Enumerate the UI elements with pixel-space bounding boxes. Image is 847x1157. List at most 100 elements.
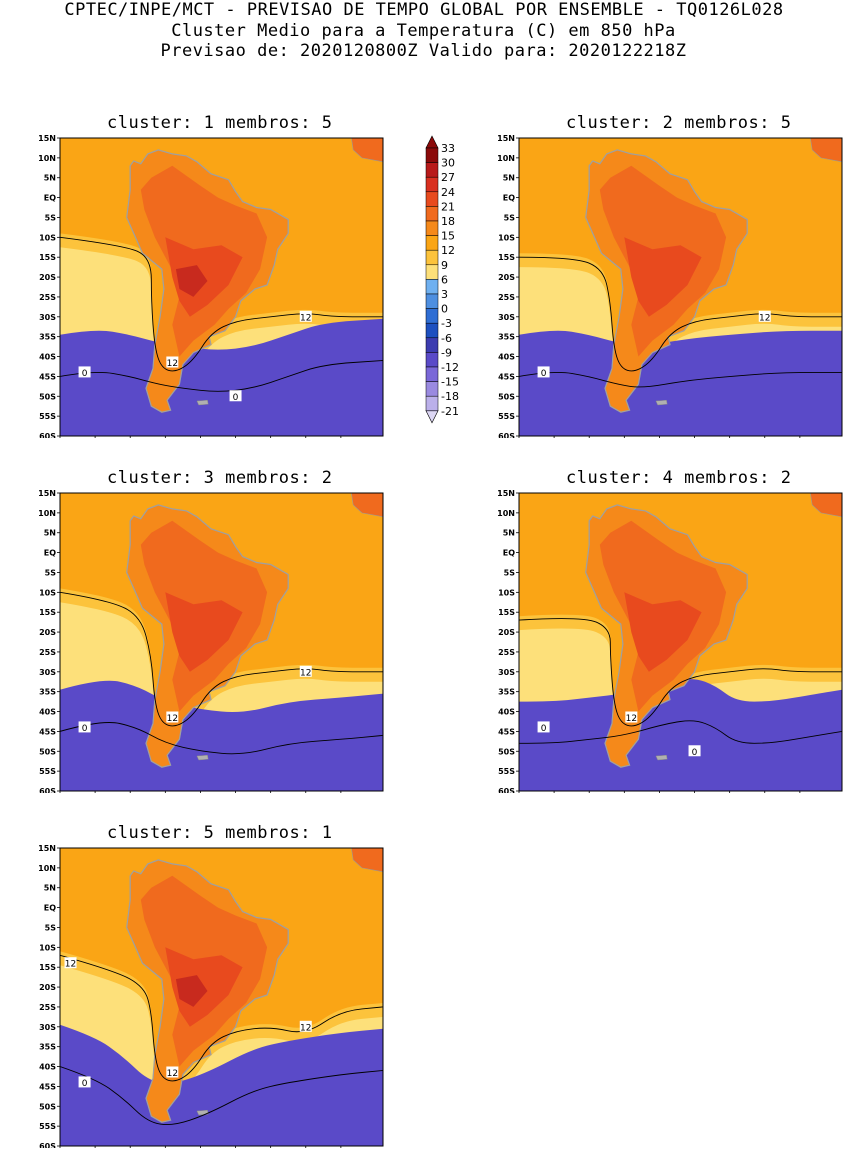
- colorbar-label: -3: [441, 317, 452, 330]
- contour-label-12-bg: [166, 711, 179, 723]
- colorbar-swatch: [425, 366, 439, 382]
- contour-12: [60, 954, 383, 1082]
- contour-label-12-bg: [166, 1066, 179, 1078]
- coastline: [126, 859, 289, 1123]
- colorbar-swatch: [425, 220, 439, 236]
- colorbar-label: 12: [441, 244, 455, 257]
- colorbar-label: 30: [441, 157, 455, 170]
- lat-tick-label: 20S: [39, 273, 56, 282]
- lat-tick-label: 20S: [39, 628, 56, 637]
- map-panel-cluster-2: 12 0 15N 10N 5N EQ 5S 10S 15S 20S 25S 30S 35S 40S 45S 5…: [489, 134, 843, 448]
- lat-tick-label: 25S: [39, 648, 56, 657]
- colorbar-swatch: [425, 162, 439, 178]
- lat-tick-label: EQ: [44, 904, 56, 913]
- contour-label-12-bg: [299, 310, 312, 322]
- colorbar-swatch: [425, 264, 439, 280]
- colorbar-label: 3: [441, 288, 448, 301]
- falkland-islands: [196, 399, 209, 406]
- lat-tick-label: 55S: [498, 412, 515, 421]
- contour-label-12: 12: [167, 1069, 178, 1079]
- lat-tick-label: 25S: [39, 293, 56, 302]
- lat-tick-label: 40S: [39, 1063, 56, 1072]
- lat-tick-label: 5S: [504, 568, 516, 577]
- falkland-islands: [196, 1109, 209, 1116]
- contour-0: [60, 1066, 383, 1126]
- colorbar-bottom-arrow: [425, 410, 439, 424]
- colorbar-label: 24: [441, 186, 455, 199]
- contour-label-0-bg: [688, 745, 701, 757]
- colorbar-swatch: [425, 352, 439, 368]
- lat-tick-label: 60S: [498, 787, 515, 793]
- map-frame: [518, 492, 843, 792]
- africa-coast: [351, 493, 383, 518]
- colorbar-top-arrow: [425, 135, 439, 149]
- lat-tick-label: 15N: [38, 489, 56, 498]
- lat-tick-label: 5S: [45, 923, 57, 932]
- lat-tick-label: 30S: [39, 668, 56, 677]
- header-line-2: Cluster Medio para a Temperatura (C) em …: [171, 21, 676, 41]
- lat-tick-label: 15S: [498, 608, 515, 617]
- contour-label-0: 0: [541, 369, 547, 379]
- lat-tick-label: 5S: [45, 213, 57, 222]
- lat-tick-label: 15N: [497, 134, 515, 143]
- colorbar-label: -9: [441, 346, 452, 359]
- colorbar-label: -21: [441, 405, 459, 418]
- lat-tick-label: 35S: [39, 688, 56, 697]
- contour-label-12-bg: [166, 356, 179, 368]
- lat-tick-label: EQ: [44, 549, 56, 558]
- panel-3-title: cluster: 3 membros: 2: [107, 468, 333, 488]
- lat-tick-label: 20S: [498, 628, 515, 637]
- lat-tick-label: 10N: [497, 154, 515, 163]
- lat-tick-label: 10S: [39, 233, 56, 242]
- contour-0: [519, 371, 842, 388]
- hot-land-region: [624, 237, 702, 317]
- lat-tick-label: 10N: [38, 864, 56, 873]
- map-panel-cluster-3: 12 12 0 15N 10N 5N EQ 5S 10S 15S 20S 25S 30S 35S 40S 45…: [30, 489, 384, 803]
- map-panel-cluster-1: 12 12 0 0 15N 10N 5N EQ 5S 10S 15S 20S 25S 30S 35S 40S 4…: [30, 134, 384, 448]
- colorbar-swatch: [425, 249, 439, 266]
- lat-tick-label: 15N: [38, 844, 56, 853]
- hottest-land-region: [175, 265, 208, 297]
- contour-label-12-bg: [299, 665, 312, 677]
- contour-label-12: 12: [300, 1023, 311, 1033]
- temperature-band: [519, 330, 842, 436]
- hot-land-region: [165, 592, 243, 672]
- colorbar-label: 9: [441, 259, 448, 272]
- lat-tick-label: 45S: [39, 727, 56, 736]
- lat-tick-label: 60S: [39, 787, 56, 793]
- contour-label-12: 12: [167, 359, 178, 369]
- contour-label-12-bg: [625, 711, 638, 723]
- lat-tick-label: 20S: [39, 983, 56, 992]
- colorbar-label: -12: [441, 361, 459, 374]
- lat-tick-label: 15S: [39, 963, 56, 972]
- lat-tick-label: 15S: [39, 608, 56, 617]
- lat-tick-label: 40S: [498, 353, 515, 362]
- africa-coast: [810, 138, 842, 163]
- lat-tick-label: 30S: [39, 1023, 56, 1032]
- lat-tick-label: 55S: [39, 1122, 56, 1131]
- colorbar-label: 0: [441, 303, 448, 316]
- lat-tick-label: 40S: [39, 353, 56, 362]
- lat-tick-label: 60S: [498, 432, 515, 438]
- lat-tick-label: 5N: [503, 529, 515, 538]
- contour-0: [60, 360, 383, 392]
- falkland-islands: [196, 754, 209, 761]
- contour-label-12: 12: [65, 960, 76, 970]
- panel-5-title: cluster: 5 membros: 1: [107, 823, 333, 843]
- contour-0: [60, 722, 383, 755]
- coastline: [126, 504, 289, 768]
- lat-tick-label: 20S: [498, 273, 515, 282]
- lat-tick-label: EQ: [503, 549, 515, 558]
- contour-label-0: 0: [692, 748, 698, 758]
- temperature-band: [60, 680, 383, 791]
- lat-tick-label: 5S: [504, 213, 516, 222]
- contour-12: [519, 618, 842, 727]
- lat-tick-label: 30S: [39, 313, 56, 322]
- contour-label-12: 12: [300, 668, 311, 678]
- lat-tick-label: 5N: [44, 529, 56, 538]
- lat-tick-label: 15S: [39, 253, 56, 262]
- contour-label-0: 0: [541, 724, 547, 734]
- map-panel-cluster-5: 12 12 12 0 15N 10N 5N EQ 5S 10S 15S 20S 25S 30S 35S 40S…: [30, 844, 384, 1157]
- lat-tick-label: 45S: [498, 372, 515, 381]
- contour-label-12-bg: [299, 1020, 312, 1032]
